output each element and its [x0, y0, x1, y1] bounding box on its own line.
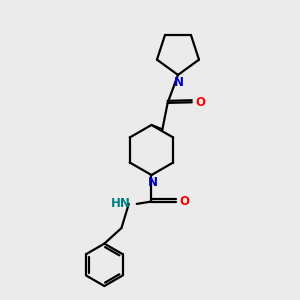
Text: HN: HN: [110, 197, 130, 210]
Text: N: N: [148, 176, 158, 190]
Text: N: N: [174, 76, 184, 89]
Text: O: O: [196, 96, 206, 109]
Text: O: O: [179, 195, 189, 208]
